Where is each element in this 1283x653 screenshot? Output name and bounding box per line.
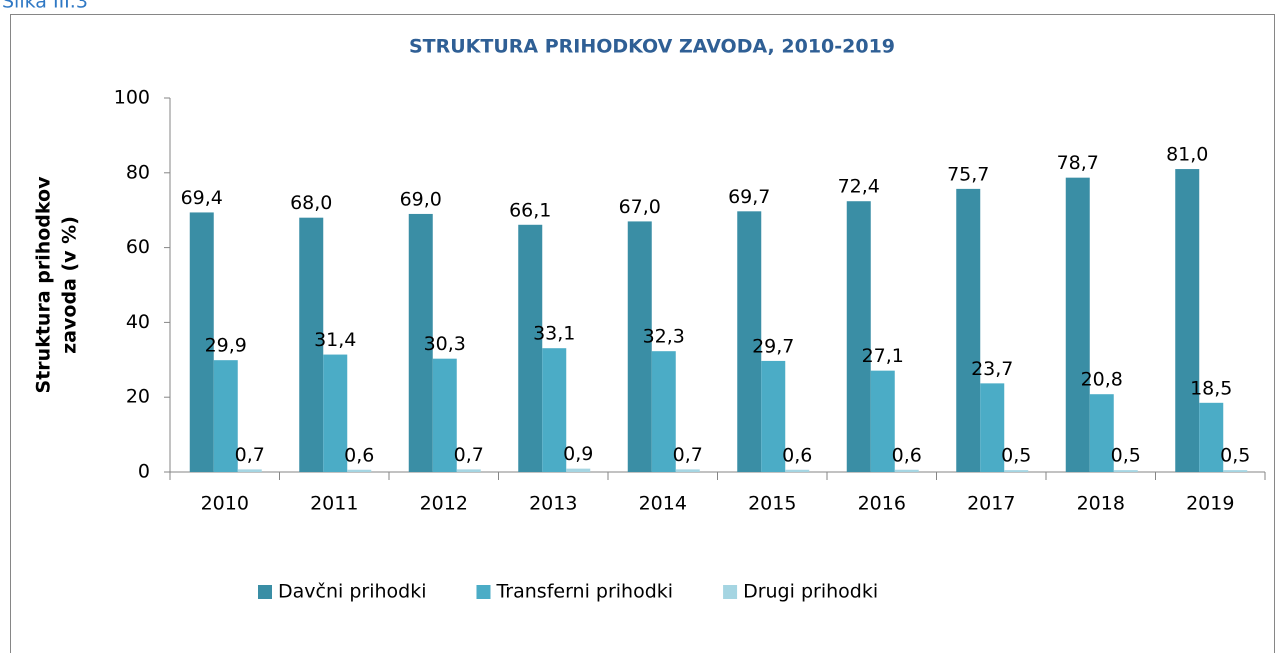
bar <box>432 358 457 472</box>
bar <box>737 211 762 472</box>
x-tick-label: 2019 <box>1186 493 1234 515</box>
y-tick-label: 20 <box>126 386 150 408</box>
value-label: 67,0 <box>619 196 661 218</box>
value-label: 20,8 <box>1081 369 1123 391</box>
bar <box>1065 177 1090 473</box>
y-tick-label: 60 <box>126 236 150 258</box>
bar <box>1175 169 1200 472</box>
bar <box>1113 470 1138 472</box>
x-tick-label: 2013 <box>529 493 577 515</box>
y-axis-title: zavoda (v %) <box>59 216 81 354</box>
caption: Slika III.3 <box>2 0 88 13</box>
legend-label: Drugi prihodki <box>743 581 878 603</box>
bar <box>956 188 981 472</box>
bar <box>456 469 481 472</box>
bar <box>518 224 543 472</box>
x-tick-label: 2016 <box>858 493 906 515</box>
bar <box>347 469 372 472</box>
y-axis-title: Struktura prihodkov <box>33 176 55 394</box>
value-label: 29,7 <box>752 335 794 357</box>
value-label: 0,6 <box>782 444 812 466</box>
bar <box>980 383 1005 472</box>
value-label: 33,1 <box>533 323 575 345</box>
value-label: 18,5 <box>1190 377 1232 399</box>
bar <box>1199 402 1224 472</box>
x-tick-label: 2011 <box>310 493 358 515</box>
value-label: 69,4 <box>181 187 223 209</box>
bar <box>651 351 676 472</box>
value-label: 0,6 <box>892 444 922 466</box>
value-label: 29,9 <box>205 335 247 357</box>
bar <box>323 354 348 472</box>
value-label: 68,0 <box>290 192 332 214</box>
chart-title: STRUKTURA PRIHODKOV ZAVODA, 2010-2019 <box>409 36 895 58</box>
value-label: 69,7 <box>728 186 770 208</box>
bar <box>870 370 895 472</box>
value-label: 0,9 <box>563 443 593 465</box>
value-label: 78,7 <box>1057 152 1099 174</box>
bar <box>761 360 786 472</box>
legend-swatch <box>476 585 491 599</box>
legend-swatch <box>723 585 738 599</box>
value-label: 30,3 <box>424 333 466 355</box>
bar <box>408 213 433 472</box>
value-label: 0,5 <box>1001 445 1031 467</box>
bar <box>189 212 214 472</box>
value-label: 31,4 <box>314 329 356 351</box>
value-label: 23,7 <box>971 358 1013 380</box>
y-tick-label: 0 <box>138 461 150 483</box>
bar <box>846 201 871 472</box>
x-tick-label: 2014 <box>639 493 687 515</box>
y-tick-label: 40 <box>126 311 150 333</box>
value-label: 0,6 <box>344 444 374 466</box>
bar <box>1223 470 1248 472</box>
bar <box>566 468 591 472</box>
bar <box>894 469 919 472</box>
bar <box>1089 394 1114 472</box>
y-tick-label: 80 <box>126 161 150 183</box>
x-tick-label: 2018 <box>1077 493 1125 515</box>
value-label: 0,5 <box>1111 445 1141 467</box>
value-label: 66,1 <box>509 199 551 221</box>
value-label: 32,3 <box>643 326 685 348</box>
value-label: 0,7 <box>454 444 484 466</box>
x-tick-label: 2012 <box>420 493 468 515</box>
value-label: 27,1 <box>862 345 904 367</box>
value-label: 0,7 <box>673 444 703 466</box>
y-tick-label: 100 <box>114 87 150 109</box>
bar <box>675 469 700 472</box>
value-label: 72,4 <box>838 176 880 198</box>
value-label: 69,0 <box>400 188 442 210</box>
bar <box>542 348 567 472</box>
legend-swatch <box>258 585 272 599</box>
bar <box>213 360 238 472</box>
bar <box>237 469 262 472</box>
value-label: 75,7 <box>947 163 989 185</box>
x-tick-label: 2010 <box>201 493 249 515</box>
x-tick-label: 2017 <box>967 493 1015 515</box>
legend-label: Transferni prihodki <box>495 581 673 603</box>
bar <box>785 469 810 472</box>
bar <box>299 217 324 472</box>
legend-label: Davčni prihodki <box>278 581 426 603</box>
value-label: 0,5 <box>1220 445 1250 467</box>
x-tick-label: 2015 <box>748 493 796 515</box>
chart-frame <box>10 14 1275 653</box>
value-label: 0,7 <box>235 444 265 466</box>
bar <box>1004 470 1029 472</box>
bar <box>627 221 652 472</box>
value-label: 81,0 <box>1166 144 1208 166</box>
